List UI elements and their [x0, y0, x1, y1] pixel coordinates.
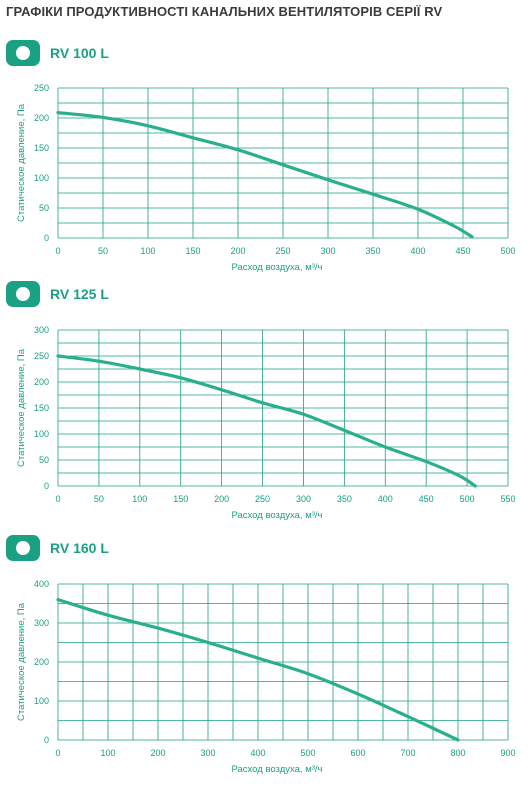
- x-tick-label: 0: [55, 748, 60, 758]
- x-tick-label: 550: [500, 494, 515, 504]
- x-tick-label: 900: [500, 748, 515, 758]
- x-tick-label: 350: [365, 246, 380, 256]
- y-tick-label: 150: [34, 403, 49, 413]
- y-tick-label: 50: [39, 203, 49, 213]
- section-header-rv100: RV 100 L: [6, 40, 109, 66]
- x-tick-label: 250: [275, 246, 290, 256]
- y-tick-label: 0: [44, 735, 49, 745]
- x-tick-label: 500: [460, 494, 475, 504]
- x-tick-label: 100: [132, 494, 147, 504]
- page-title: ГРАФІКИ ПРОДУКТИВНОСТІ КАНАЛЬНИХ ВЕНТИЛЯ…: [6, 4, 443, 19]
- x-tick-label: 400: [378, 494, 393, 504]
- y-tick-label: 400: [34, 579, 49, 589]
- y-tick-label: 100: [34, 696, 49, 706]
- section-title: RV 125 L: [50, 286, 109, 302]
- x-tick-label: 200: [230, 246, 245, 256]
- section-header-rv160: RV 160 L: [6, 535, 109, 561]
- x-axis-title: Расход воздуха, м³/ч: [231, 510, 322, 521]
- x-axis-title: Расход воздуха, м³/ч: [231, 262, 322, 273]
- chart-rv100: 0 50 100 150 200 250 300 350 400 450 500 0 50 100 150 2…: [16, 83, 516, 273]
- x-tick-label: 50: [94, 494, 104, 504]
- x-axis-title: Расход воздуха, м³/ч: [231, 764, 322, 775]
- x-tick-label: 700: [400, 748, 415, 758]
- x-tick-label: 0: [55, 246, 60, 256]
- section-title: RV 100 L: [50, 45, 109, 61]
- x-tick-label: 300: [320, 246, 335, 256]
- y-tick-label: 250: [34, 83, 49, 93]
- performance-curve-line: [56, 354, 477, 488]
- x-tick-label: 450: [419, 494, 434, 504]
- performance-curve-line: [56, 111, 474, 239]
- chart-rv160: 0 100 200 300 400 500 600 700 800 900 0 100 200 300 40…: [16, 579, 516, 775]
- y-tick-label: 200: [34, 657, 49, 667]
- x-tick-label: 300: [296, 494, 311, 504]
- y-tick-label: 300: [34, 618, 49, 628]
- x-tick-label: 400: [250, 748, 265, 758]
- performance-curve-line: [56, 598, 460, 742]
- y-tick-label: 200: [34, 113, 49, 123]
- x-tick-label: 300: [200, 748, 215, 758]
- y-tick-label: 0: [44, 233, 49, 243]
- chart-rv125: 0 50 100 150 200 250 300 350 400 450 500 550 0 50 100 1…: [16, 325, 516, 521]
- x-tick-label: 0: [55, 494, 60, 504]
- y-tick-label: 100: [34, 429, 49, 439]
- y-tick-label: 200: [34, 377, 49, 387]
- x-tick-label: 200: [214, 494, 229, 504]
- x-tick-label: 150: [173, 494, 188, 504]
- x-tick-label: 500: [300, 748, 315, 758]
- y-tick-label: 50: [39, 455, 49, 465]
- x-tick-label: 100: [100, 748, 115, 758]
- y-tick-label: 100: [34, 173, 49, 183]
- section-title: RV 160 L: [50, 540, 109, 556]
- circle-badge-icon: [6, 281, 40, 307]
- x-tick-label: 600: [350, 748, 365, 758]
- y-axis-title: Статическое давление, Па: [16, 348, 27, 467]
- x-tick-label: 350: [337, 494, 352, 504]
- y-tick-label: 300: [34, 325, 49, 335]
- y-tick-label: 150: [34, 143, 49, 153]
- x-tick-label: 800: [450, 748, 465, 758]
- x-tick-label: 500: [500, 246, 515, 256]
- x-tick-label: 100: [140, 246, 155, 256]
- circle-badge-icon: [6, 535, 40, 561]
- y-tick-label: 0: [44, 481, 49, 491]
- x-tick-label: 200: [150, 748, 165, 758]
- y-axis-title: Статическое давление, Па: [16, 602, 27, 721]
- x-tick-label: 400: [410, 246, 425, 256]
- x-tick-label: 450: [455, 246, 470, 256]
- x-tick-label: 150: [185, 246, 200, 256]
- y-axis-title: Статическое давление, Па: [16, 103, 27, 222]
- x-tick-label: 250: [255, 494, 270, 504]
- section-header-rv125: RV 125 L: [6, 281, 109, 307]
- circle-badge-icon: [6, 40, 40, 66]
- x-tick-label: 50: [98, 246, 108, 256]
- y-tick-label: 250: [34, 351, 49, 361]
